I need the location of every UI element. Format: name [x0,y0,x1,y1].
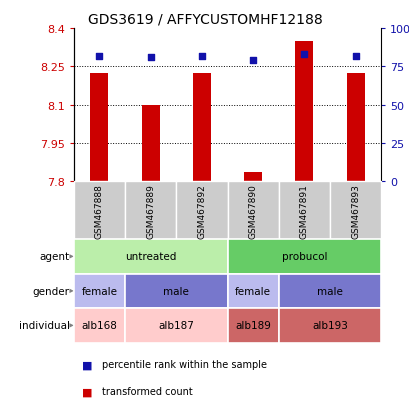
Point [198,53,204,60]
Text: male: male [163,286,189,296]
Text: GSM467892: GSM467892 [197,183,206,238]
Text: alb187: alb187 [158,320,194,330]
Text: transformed count: transformed count [102,386,193,396]
Text: percentile rank within the sample: percentile rank within the sample [102,359,267,370]
Point [249,58,256,64]
Text: ■: ■ [82,359,92,370]
Bar [346,74,364,182]
Text: alb168: alb168 [81,320,117,330]
Text: male: male [316,286,342,296]
Point [96,53,102,60]
Text: GSM467893: GSM467893 [351,183,359,238]
Point [147,55,153,61]
Text: alb189: alb189 [235,320,270,330]
Text: alb193: alb193 [311,320,347,330]
Text: GDS3619 / AFFYCUSTOMHF12188: GDS3619 / AFFYCUSTOMHF12188 [88,12,321,26]
Text: untreated: untreated [125,252,176,262]
Text: female: female [235,286,270,296]
Text: agent: agent [40,252,70,262]
Bar [142,105,159,182]
Text: gender: gender [33,286,70,296]
Bar [90,74,108,182]
Text: GSM467891: GSM467891 [299,183,308,238]
Point [300,52,307,58]
Text: GSM467888: GSM467888 [95,183,103,238]
Bar [295,42,312,182]
Text: female: female [81,286,117,296]
Text: GSM467890: GSM467890 [248,183,257,238]
Text: individual: individual [19,320,70,330]
Bar [244,173,261,182]
Text: probucol: probucol [281,252,326,262]
Bar [193,74,210,182]
Text: ■: ■ [82,386,92,396]
Point [351,53,358,60]
Text: GSM467889: GSM467889 [146,183,155,238]
